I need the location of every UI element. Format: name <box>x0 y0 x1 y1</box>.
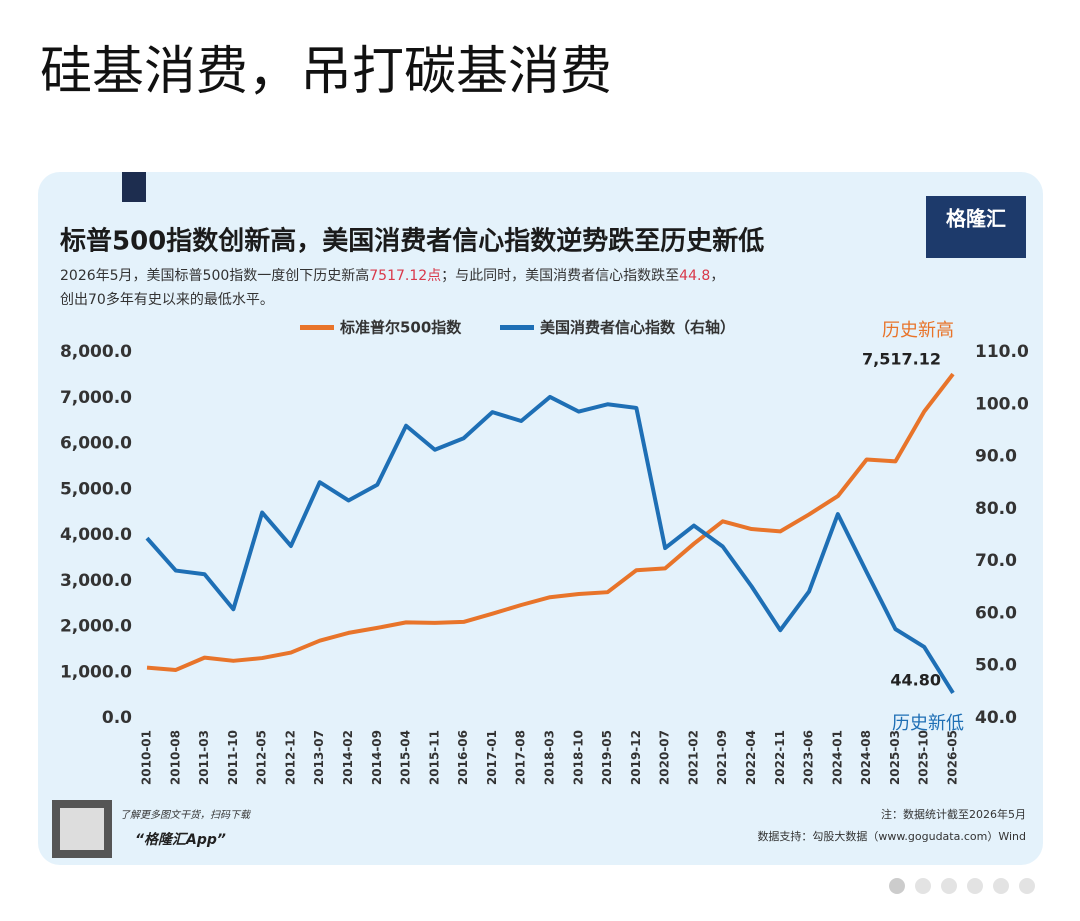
x-tick-label: 2011-03 <box>197 730 211 785</box>
y-tick-label: 5,000.0 <box>60 479 132 499</box>
qr-inner <box>60 808 104 850</box>
x-tick-label: 2012-12 <box>283 730 297 785</box>
x-tick-label: 2017-01 <box>485 730 499 785</box>
y-tick-label: 4,000.0 <box>60 525 132 545</box>
logo-box <box>926 196 1026 258</box>
x-tick-label: 2014-09 <box>370 730 384 785</box>
legend-swatch <box>500 325 534 330</box>
x-tick-label: 2010-01 <box>140 730 154 785</box>
x-tick-label: 2012-05 <box>255 730 269 785</box>
dot[interactable] <box>915 878 931 894</box>
x-tick-label: 2011-10 <box>226 730 240 785</box>
legend-label: 美国消费者信心指数（右轴） <box>540 319 735 337</box>
legend-swatch <box>300 325 334 330</box>
x-tick-label: 2018-10 <box>571 730 585 785</box>
y-tick-label: 2,000.0 <box>60 617 132 637</box>
x-tick-label: 2014-02 <box>341 730 355 785</box>
subtitle: 2026年5月，美国标普500指数一度创下历史新高7517.12点；与此同时，美… <box>60 267 724 284</box>
y2-tick-label: 100.0 <box>975 394 1029 414</box>
y-tick-label: 6,000.0 <box>60 434 132 454</box>
post-title: 硅基消费，吊打碳基消费 <box>40 42 612 102</box>
deco-bar <box>122 172 146 202</box>
source: 数据支持：勾股大数据（www.gogudata.com）Wind <box>757 829 1026 843</box>
y2-tick-label: 40.0 <box>975 708 1017 728</box>
line-series <box>146 372 955 672</box>
y-tick-label: 0.0 <box>102 708 132 728</box>
x-tick-label: 2019-05 <box>600 730 614 785</box>
x-tick-label: 2021-02 <box>686 730 700 785</box>
x-tick-label: 2024-08 <box>859 730 873 785</box>
y2-tick-label: 60.0 <box>975 603 1017 623</box>
y2-tick-label: 110.0 <box>975 342 1029 362</box>
y2-tick-label: 50.0 <box>975 656 1017 676</box>
x-tick-label: 2019-12 <box>629 730 643 785</box>
y2-tick-label: 80.0 <box>975 499 1017 519</box>
x-tick-label: 2018-03 <box>543 730 557 785</box>
x-tick-label: 2026-05 <box>946 730 960 785</box>
note: 注：数据统计截至2026年5月 <box>881 807 1026 821</box>
dot[interactable] <box>889 878 905 894</box>
x-tick-label: 2020-07 <box>658 730 672 785</box>
x-tick-label: 2013-07 <box>312 730 326 785</box>
x-tick-label: 2010-08 <box>168 730 182 785</box>
y2-tick-label: 90.0 <box>975 447 1017 467</box>
data-label: 7,517.12 <box>862 350 941 369</box>
logo: 格隆汇 <box>946 207 1006 231</box>
dot[interactable] <box>967 878 983 894</box>
y-tick-label: 1,000.0 <box>60 662 132 682</box>
y-tick-label: 8,000.0 <box>60 342 132 362</box>
dot[interactable] <box>941 878 957 894</box>
x-tick-label: 2023-06 <box>802 730 816 785</box>
subtitle-part: ；与此同时，美国消费者信心指数跌至 <box>441 268 679 284</box>
subtitle-line2: 创出70多年有史以来的最低水平。 <box>60 291 274 308</box>
dot[interactable] <box>1019 878 1035 894</box>
subtitle-highlight: 7517.12点 <box>369 268 441 284</box>
x-tick-label: 2025-10 <box>917 730 931 785</box>
data-label: 44.80 <box>890 670 941 689</box>
annotation: 历史新低 <box>892 713 964 734</box>
y-tick-label: 7,000.0 <box>60 388 132 408</box>
x-tick-label: 2022-11 <box>773 730 787 785</box>
x-tick-label: 2016-06 <box>456 730 470 785</box>
subtitle-highlight: 44.8 <box>679 268 710 284</box>
qr-text: 了解更多图文干货，扫码下载 <box>120 809 252 821</box>
footer: 了解更多图文干货，扫码下载 “格隆汇App” 注：数据统计截至2026年5月 数… <box>52 800 1026 858</box>
y-tick-label: 3,000.0 <box>60 571 132 591</box>
dot[interactable] <box>993 878 1009 894</box>
legend-label: 标准普尔500指数 <box>339 319 462 337</box>
subtitle-part: ， <box>710 268 724 284</box>
chart-title: 标普500指数创新高，美国消费者信心指数逆势跌至历史新低 <box>60 226 764 257</box>
x-tick-label: 2021-09 <box>715 730 729 785</box>
image-dots[interactable] <box>889 878 1035 894</box>
chart-card <box>38 172 1043 865</box>
x-tick-label: 2017-08 <box>514 730 528 785</box>
annotation: 历史新高 <box>882 320 954 341</box>
app-name: “格隆汇App” <box>135 831 226 848</box>
x-tick-label: 2015-04 <box>399 730 413 785</box>
x-tick-label: 2022-04 <box>744 730 758 785</box>
subtitle-part: 2026年5月，美国标普500指数一度创下历史新高 <box>60 267 369 284</box>
x-tick-label: 2015-11 <box>427 730 441 785</box>
y2-tick-label: 70.0 <box>975 551 1017 571</box>
line-series <box>145 394 955 694</box>
x-tick-label: 2024-01 <box>830 730 844 785</box>
x-tick-label: 2025-03 <box>888 730 902 785</box>
